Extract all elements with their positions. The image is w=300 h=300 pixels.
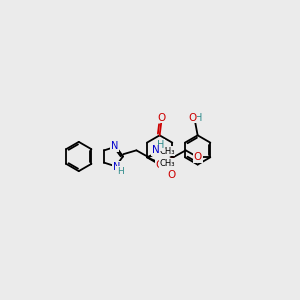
Text: H: H	[157, 140, 165, 150]
Text: O: O	[194, 152, 202, 162]
Text: N: N	[152, 145, 160, 155]
Text: CH₃: CH₃	[159, 147, 175, 156]
Text: O: O	[167, 170, 175, 180]
Text: CH₃: CH₃	[159, 159, 175, 168]
Text: N: N	[113, 162, 120, 172]
Text: N: N	[111, 141, 118, 151]
Text: H: H	[196, 112, 203, 123]
Text: O: O	[157, 112, 165, 123]
Text: O: O	[155, 160, 164, 170]
Text: H: H	[117, 167, 124, 176]
Text: O: O	[188, 112, 196, 123]
